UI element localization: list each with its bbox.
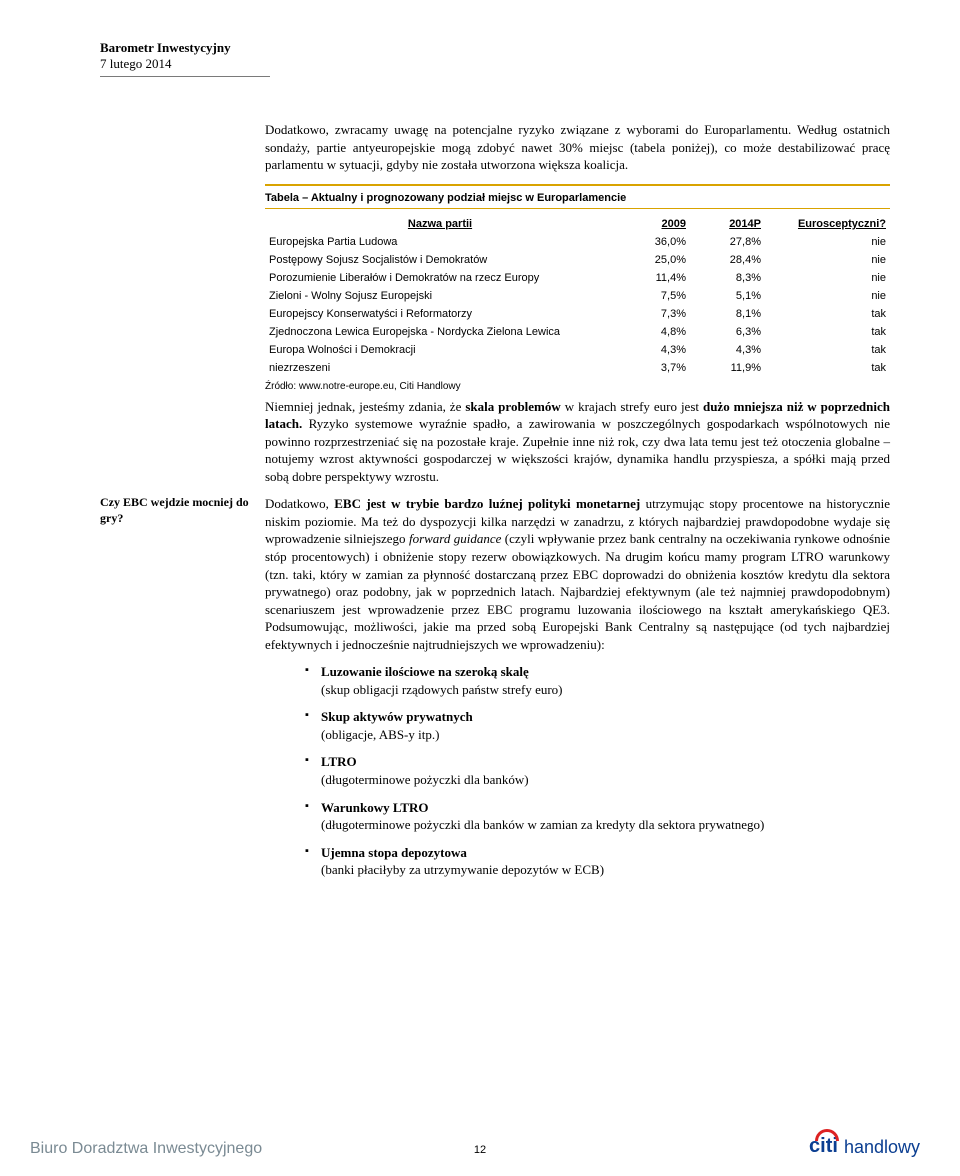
cell-name: Zjednoczona Lewica Europejska - Nordycka… bbox=[265, 323, 615, 341]
page-number: 12 bbox=[474, 1144, 486, 1156]
cell-2009: 7,3% bbox=[615, 305, 690, 323]
p3a: Dodatkowo, bbox=[265, 496, 334, 511]
cell-name: niezrzeszeni bbox=[265, 359, 615, 377]
cell-2014p: 8,1% bbox=[690, 305, 765, 323]
table-title-bar: Tabela – Aktualny i prognozowany podział… bbox=[265, 184, 890, 209]
footer-left: Biuro Doradztwa Inwestycyjnego bbox=[30, 1140, 262, 1158]
th-2014p: 2014P bbox=[690, 215, 765, 233]
cell-euro: nie bbox=[765, 251, 890, 269]
list-item: Ujemna stopa depozytowa(banki płaciłyby … bbox=[305, 844, 890, 879]
cell-2014p: 11,9% bbox=[690, 359, 765, 377]
table-row: Europejska Partia Ludowa36,0%27,8%nie bbox=[265, 233, 890, 251]
table-row: Porozumienie Liberałów i Demokratów na r… bbox=[265, 269, 890, 287]
p3b: EBC jest w trybie bardzo luźnej polityki… bbox=[334, 496, 640, 511]
brand-handlowy: handlowy bbox=[844, 1137, 920, 1158]
cell-2009: 11,4% bbox=[615, 269, 690, 287]
doc-title: Barometr Inwestycyjny bbox=[100, 40, 890, 56]
th-name: Nazwa partii bbox=[265, 215, 615, 233]
cell-2009: 4,3% bbox=[615, 341, 690, 359]
cell-euro: tak bbox=[765, 359, 890, 377]
cell-2009: 7,5% bbox=[615, 287, 690, 305]
table-header-row: Nazwa partii 2009 2014P Eurosceptyczni? bbox=[265, 215, 890, 233]
side-empty bbox=[100, 121, 265, 495]
bullet-sub: (długoterminowe pożyczki dla banków w za… bbox=[321, 816, 890, 834]
bullet-sub: (skup obligacji rządowych państw strefy … bbox=[321, 681, 890, 699]
cell-euro: tak bbox=[765, 323, 890, 341]
cell-name: Zieloni - Wolny Sojusz Europejski bbox=[265, 287, 615, 305]
cell-name: Europejscy Konserwatyści i Reformatorzy bbox=[265, 305, 615, 323]
bullet-sub: (banki płaciłyby za utrzymywanie depozyt… bbox=[321, 861, 890, 879]
main-intro: Dodatkowo, zwracamy uwagę na potencjalne… bbox=[265, 121, 890, 495]
cell-2014p: 28,4% bbox=[690, 251, 765, 269]
list-item: LTRO (długoterminowe pożyczki dla banków) bbox=[305, 753, 890, 788]
table-row: Europejscy Konserwatyści i Reformatorzy7… bbox=[265, 305, 890, 323]
cell-name: Europa Wolności i Demokracji bbox=[265, 341, 615, 359]
bullet-title: LTRO bbox=[321, 754, 357, 769]
cell-euro: tak bbox=[765, 305, 890, 323]
p2c: w krajach strefy euro jest bbox=[561, 399, 703, 414]
row-intro: Dodatkowo, zwracamy uwagę na potencjalne… bbox=[100, 121, 890, 495]
table-row: Zieloni - Wolny Sojusz Europejski7,5%5,1… bbox=[265, 287, 890, 305]
p2b: skala problemów bbox=[465, 399, 560, 414]
cell-2009: 4,8% bbox=[615, 323, 690, 341]
sidebar-label: Czy EBC wejdzie mocniej do gry? bbox=[100, 495, 253, 526]
bullet-sub: (obligacje, ABS-y itp.) bbox=[321, 726, 890, 744]
bullet-title: Warunkowy LTRO bbox=[321, 800, 429, 815]
cell-name: Postępowy Sojusz Socjalistów i Demokrató… bbox=[265, 251, 615, 269]
page: Barometr Inwestycyjny 7 lutego 2014 Doda… bbox=[0, 0, 960, 1176]
p3e: (czyli wpływanie przez bank centralny na… bbox=[265, 531, 890, 651]
cell-2014p: 27,8% bbox=[690, 233, 765, 251]
table-block: Tabela – Aktualny i prognozowany podział… bbox=[265, 184, 890, 392]
main-ebc: Dodatkowo, EBC jest w trybie bardzo luźn… bbox=[265, 495, 890, 888]
cell-2014p: 4,3% bbox=[690, 341, 765, 359]
cell-2014p: 6,3% bbox=[690, 323, 765, 341]
paragraph-3: Dodatkowo, EBC jest w trybie bardzo luźn… bbox=[265, 495, 890, 653]
cell-euro: nie bbox=[765, 233, 890, 251]
cell-2009: 3,7% bbox=[615, 359, 690, 377]
p1a: Dodatkowo, zwracamy uwagę na potencjalne… bbox=[265, 122, 791, 137]
cell-name: Porozumienie Liberałów i Demokratów na r… bbox=[265, 269, 615, 287]
sidebar: Czy EBC wejdzie mocniej do gry? bbox=[100, 495, 265, 888]
bullet-sub: (długoterminowe pożyczki dla banków) bbox=[321, 771, 890, 789]
th-2009: 2009 bbox=[615, 215, 690, 233]
paragraph-1: Dodatkowo, zwracamy uwagę na potencjalne… bbox=[265, 121, 890, 174]
table-source: Źródło: www.notre-europe.eu, Citi Handlo… bbox=[265, 381, 890, 392]
paragraph-2: Niemniej jednak, jesteśmy zdania, że ska… bbox=[265, 398, 890, 486]
cell-name: Europejska Partia Ludowa bbox=[265, 233, 615, 251]
list-item: Skup aktywów prywatnych (obligacje, ABS-… bbox=[305, 708, 890, 743]
table-row: Postępowy Sojusz Socjalistów i Demokrató… bbox=[265, 251, 890, 269]
citi-arc-icon bbox=[815, 1129, 839, 1141]
p2a: Niemniej jednak, jesteśmy zdania, że bbox=[265, 399, 465, 414]
table-row: Europa Wolności i Demokracji4,3%4,3%tak bbox=[265, 341, 890, 359]
bullet-list: Luzowanie ilościowe na szeroką skalę (sku… bbox=[305, 663, 890, 878]
cell-2014p: 5,1% bbox=[690, 287, 765, 305]
bullet-title: Luzowanie ilościowe na szeroką skalę bbox=[321, 664, 529, 679]
content: Dodatkowo, zwracamy uwagę na potencjalne… bbox=[100, 121, 890, 889]
bullet-title: Ujemna stopa depozytowa bbox=[321, 845, 467, 860]
bullet-title: Skup aktywów prywatnych bbox=[321, 709, 473, 724]
header-rule bbox=[100, 76, 270, 77]
p2e: Ryzyko systemowe wyraźnie spadło, a zawi… bbox=[265, 416, 890, 484]
cell-euro: tak bbox=[765, 341, 890, 359]
data-table: Nazwa partii 2009 2014P Eurosceptyczni? … bbox=[265, 215, 890, 377]
cell-euro: nie bbox=[765, 269, 890, 287]
list-item: Luzowanie ilościowe na szeroką skalę (sku… bbox=[305, 663, 890, 698]
table-title: Tabela – Aktualny i prognozowany podział… bbox=[265, 192, 626, 204]
cell-euro: nie bbox=[765, 287, 890, 305]
th-euro: Eurosceptyczni? bbox=[765, 215, 890, 233]
footer-brand: citi handlowy bbox=[809, 1135, 920, 1158]
cell-2009: 25,0% bbox=[615, 251, 690, 269]
row-ebc: Czy EBC wejdzie mocniej do gry? Dodatkow… bbox=[100, 495, 890, 888]
cell-2009: 36,0% bbox=[615, 233, 690, 251]
list-item: Warunkowy LTRO(długoterminowe pożyczki d… bbox=[305, 799, 890, 834]
header: Barometr Inwestycyjny 7 lutego 2014 bbox=[100, 40, 890, 77]
p3d: forward guidance bbox=[409, 531, 501, 546]
table-row: niezrzeszeni3,7%11,9%tak bbox=[265, 359, 890, 377]
citi-logo: citi bbox=[809, 1135, 838, 1158]
cell-2014p: 8,3% bbox=[690, 269, 765, 287]
table-row: Zjednoczona Lewica Europejska - Nordycka… bbox=[265, 323, 890, 341]
doc-date: 7 lutego 2014 bbox=[100, 56, 890, 72]
footer: Biuro Doradztwa Inwestycyjnego 12 citi h… bbox=[0, 1128, 960, 1158]
